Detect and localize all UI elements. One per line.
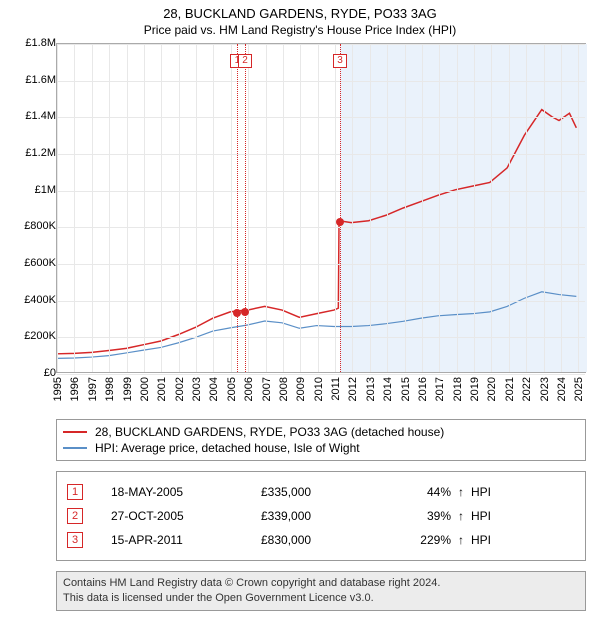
legend-swatch-hpi (63, 447, 87, 449)
x-axis-label: 2010 (313, 377, 325, 401)
up-arrow-icon: ↑ (451, 509, 471, 523)
chart-container: 28, BUCKLAND GARDENS, RYDE, PO33 3AG Pri… (0, 0, 600, 617)
x-axis-label: 1997 (87, 377, 99, 401)
x-axis-label: 1995 (52, 377, 64, 401)
x-axis-label: 1998 (104, 377, 116, 401)
x-axis-label: 2001 (156, 377, 168, 401)
events-table: 118-MAY-2005£335,00044%↑HPI227-OCT-2005£… (56, 471, 586, 561)
x-axis-label: 2013 (365, 377, 377, 401)
x-axis-label: 2011 (330, 377, 342, 401)
event-row: 3 15-APR-2011£830,000229%↑HPI (67, 528, 575, 552)
event-num: 2 (67, 508, 83, 524)
event-vs: HPI (471, 509, 511, 523)
x-axis-label: 2007 (261, 377, 273, 401)
x-axis-label: 1999 (122, 377, 134, 401)
chart-legend: 28, BUCKLAND GARDENS, RYDE, PO33 3AG (de… (56, 419, 586, 461)
event-vs: HPI (471, 533, 511, 547)
y-axis-label: £1.8M (25, 37, 56, 49)
footer-line1: Contains HM Land Registry data © Crown c… (63, 576, 579, 591)
x-axis-label: 2005 (226, 377, 238, 401)
x-axis-label: 2012 (347, 377, 359, 401)
x-axis-label: 2004 (208, 377, 220, 401)
x-axis-label: 2014 (382, 377, 394, 401)
chart-title-address: 28, BUCKLAND GARDENS, RYDE, PO33 3AG (8, 6, 592, 21)
x-axis-label: 2022 (521, 377, 533, 401)
legend-item-hpi: HPI: Average price, detached house, Isle… (63, 440, 579, 456)
legend-swatch-price-paid (63, 431, 87, 433)
y-axis-label: £1M (35, 184, 56, 196)
y-axis-label: £1.6M (25, 74, 56, 86)
x-axis-label: 2003 (191, 377, 203, 401)
y-axis-label: £800K (24, 220, 56, 232)
chart-footer: Contains HM Land Registry data © Crown c… (56, 571, 586, 611)
chart-svg (57, 44, 585, 372)
x-axis-label: 2009 (295, 377, 307, 401)
up-arrow-icon: ↑ (451, 485, 471, 499)
y-axis-label: £1.2M (25, 147, 56, 159)
event-line (340, 44, 341, 372)
event-price: £339,000 (261, 509, 401, 523)
event-date: 15-APR-2011 (111, 533, 261, 547)
x-axis-label: 2024 (556, 377, 568, 401)
legend-label-price-paid: 28, BUCKLAND GARDENS, RYDE, PO33 3AG (de… (95, 425, 444, 439)
sale-marker (336, 218, 344, 226)
event-price: £830,000 (261, 533, 401, 547)
x-axis-label: 2021 (504, 377, 516, 401)
footer-line2: This data is licensed under the Open Gov… (63, 591, 579, 606)
sale-marker (241, 308, 249, 316)
event-vs: HPI (471, 485, 511, 499)
up-arrow-icon: ↑ (451, 533, 471, 547)
x-axis-label: 2023 (539, 377, 551, 401)
x-axis-label: 2016 (417, 377, 429, 401)
event-line (245, 44, 246, 372)
y-axis-label: £200K (24, 330, 56, 342)
event-date: 18-MAY-2005 (111, 485, 261, 499)
x-axis-label: 2019 (469, 377, 481, 401)
x-axis-label: 2018 (452, 377, 464, 401)
chart-titles: 28, BUCKLAND GARDENS, RYDE, PO33 3AG Pri… (8, 6, 592, 37)
x-axis-label: 2002 (174, 377, 186, 401)
x-axis-label: 2008 (278, 377, 290, 401)
x-axis-label: 1996 (69, 377, 81, 401)
event-pct: 229% (401, 533, 451, 547)
event-marker-box: 2 (238, 54, 252, 68)
event-price: £335,000 (261, 485, 401, 499)
event-line (237, 44, 238, 372)
x-axis-label: 2015 (400, 377, 412, 401)
x-axis-label: 2006 (243, 377, 255, 401)
event-marker-box: 3 (333, 54, 347, 68)
y-axis-label: £1.4M (25, 110, 56, 122)
x-axis-label: 2020 (486, 377, 498, 401)
event-num: 3 (67, 532, 83, 548)
y-axis-label: £400K (24, 294, 56, 306)
event-pct: 39% (401, 509, 451, 523)
chart-plot-area: 123 (56, 43, 586, 373)
event-row: 1 18-MAY-2005£335,00044%↑HPI (67, 480, 575, 504)
chart-subtitle: Price paid vs. HM Land Registry's House … (8, 23, 592, 37)
y-axis-label: £600K (24, 257, 56, 269)
x-axis-label: 2017 (434, 377, 446, 401)
legend-item-price-paid: 28, BUCKLAND GARDENS, RYDE, PO33 3AG (de… (63, 424, 579, 440)
legend-label-hpi: HPI: Average price, detached house, Isle… (95, 441, 360, 455)
event-num: 1 (67, 484, 83, 500)
x-axis-label: 2025 (573, 377, 585, 401)
x-axis-label: 2000 (139, 377, 151, 401)
event-pct: 44% (401, 485, 451, 499)
chart-zone: 123 £0£200K£400K£600K£800K£1M£1.2M£1.4M£… (8, 43, 592, 413)
event-date: 27-OCT-2005 (111, 509, 261, 523)
event-row: 2 27-OCT-2005£339,00039%↑HPI (67, 504, 575, 528)
